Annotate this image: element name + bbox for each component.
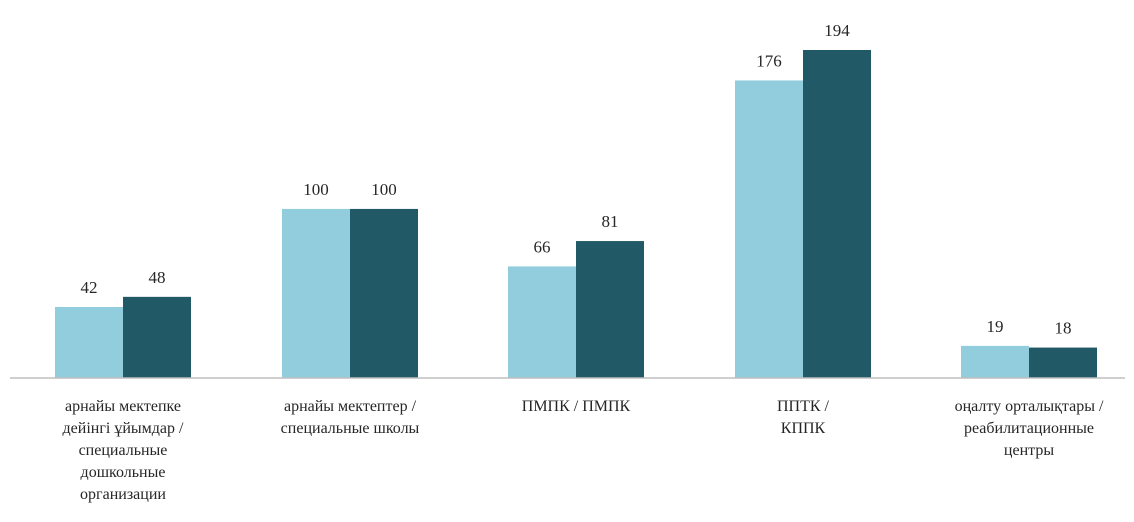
category-label-4: ППТК / КППК (777, 398, 829, 437)
bar-4-series-2 (803, 50, 871, 378)
data-label-1-series-1: 42 (81, 278, 98, 297)
bar-5-series-2 (1029, 347, 1097, 378)
data-label-5-series-1: 19 (987, 317, 1004, 336)
bar-2-series-2 (350, 208, 418, 378)
category-label-2: арнайы мектептер / специальные школы (280, 398, 420, 437)
bar-2-series-1 (282, 208, 350, 378)
category-label-3: ПМПК / ПМПК (521, 398, 631, 415)
category-label-1: арнайы мектепке дейінгі ұйымдар / специа… (62, 398, 184, 503)
category-label-5: оңалту орталықтары / реабилитационные це… (954, 398, 1104, 459)
bar-4-series-1 (735, 80, 803, 379)
data-labels-group: 42 48 100 100 66 81 176 194 19 18 (81, 21, 1072, 338)
bar-3-series-2 (576, 241, 644, 378)
data-label-2-series-1: 100 (303, 180, 329, 199)
bar-1-series-1 (55, 306, 123, 378)
data-label-5-series-2: 18 (1055, 319, 1072, 338)
bar-3-series-1 (508, 266, 576, 378)
data-label-3-series-1: 66 (534, 237, 551, 256)
data-label-1-series-2: 48 (149, 268, 166, 287)
data-label-4-series-1: 176 (756, 51, 782, 70)
data-label-3-series-2: 81 (602, 212, 619, 231)
bars-group (55, 50, 1097, 379)
data-label-4-series-2: 194 (824, 21, 850, 40)
bar-1-series-2 (123, 296, 191, 378)
data-label-2-series-2: 100 (371, 180, 397, 199)
bar-5-series-1 (961, 345, 1029, 378)
